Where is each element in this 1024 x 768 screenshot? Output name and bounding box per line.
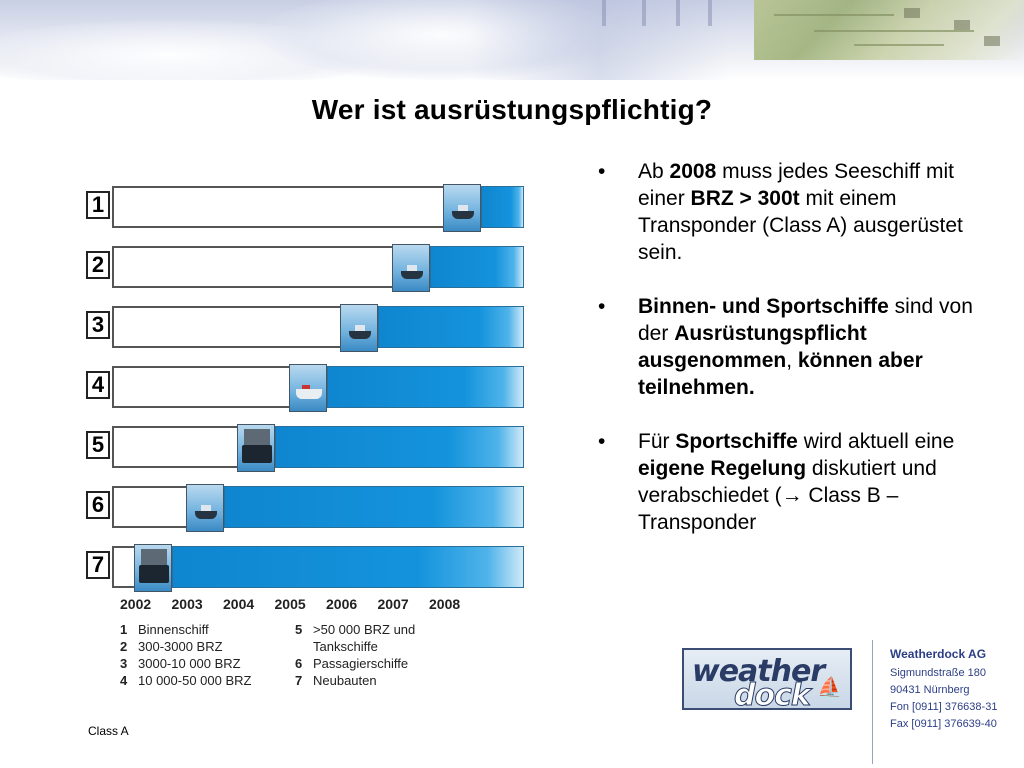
mandatory-period-bar — [172, 546, 524, 588]
legend-item: 3 3000-10 000 BRZ — [120, 656, 241, 671]
year-label: 2005 — [274, 596, 306, 612]
mandatory-period-bar — [326, 366, 524, 408]
passenger-ship-icon — [288, 364, 327, 412]
mandatory-period-bar — [429, 246, 524, 288]
legend-item: Tankschiffe — [313, 639, 378, 654]
timeline-row-1: 1 — [82, 180, 532, 232]
mandatory-period-bar — [275, 426, 524, 468]
year-label: 2007 — [377, 596, 409, 612]
row-number: 2 — [86, 251, 110, 279]
company-street: Sigmundstraße 180 — [890, 667, 986, 679]
row-number: 4 — [86, 371, 110, 399]
year-label: 2003 — [171, 596, 203, 612]
timeline-row-7: 7 — [82, 540, 532, 592]
timeline-row-5: 5 — [82, 420, 532, 472]
row-number: 6 — [86, 491, 110, 519]
company-info: Weatherdock AG Sigmundstraße 180 90431 N… — [890, 646, 1020, 733]
ship-icon — [185, 484, 224, 532]
company-fax: Fax [0911] 376639-40 — [890, 718, 997, 730]
legend-item: 5 >50 000 BRZ und — [295, 622, 416, 637]
arrow-right-icon: → — [781, 484, 803, 507]
bullet-list: • Ab 2008 muss jedes Seeschiff mit einer… — [598, 158, 983, 563]
timeline-row-4: 4 — [82, 360, 532, 412]
company-phone: Fon [0911] 376638-31 — [890, 701, 998, 713]
year-label: 2006 — [326, 596, 358, 612]
newbuild-ship-icon — [134, 544, 172, 592]
mandatory-period-bar — [481, 186, 524, 228]
bullet-item: • Ab 2008 muss jedes Seeschiff mit einer… — [598, 160, 963, 264]
year-label: 2004 — [223, 596, 255, 612]
row-number: 1 — [86, 191, 110, 219]
ship-icon — [391, 244, 430, 292]
ship-icon — [443, 184, 481, 232]
company-name: Weatherdock AG — [890, 647, 987, 661]
legend-item: 2 300-3000 BRZ — [120, 639, 223, 654]
footer-divider — [872, 640, 873, 764]
row-number: 3 — [86, 311, 110, 339]
ship-icon — [340, 304, 378, 352]
timeline-row-6: 6 — [82, 480, 532, 532]
legend-item: 7 Neubauten — [295, 673, 377, 688]
timeline-row-2: 2 — [82, 240, 532, 292]
mandatory-period-bar — [378, 306, 524, 348]
row-number: 5 — [86, 431, 110, 459]
sailboat-icon: ⛵ — [817, 677, 842, 699]
bullet-item: • Für Sportschiffe wird aktuell eine eig… — [598, 430, 955, 534]
equipment-timeline-figure: 1 2 3 4 5 6 7 2002 2003 2004 2005 2006 2007 2008 1 Bi… — [82, 180, 532, 690]
legend-item: 4 10 000-50 000 BRZ — [120, 673, 252, 688]
legend-item: 1 Binnenschiff — [120, 622, 209, 637]
mandatory-period-bar — [223, 486, 524, 528]
year-label: 2002 — [120, 596, 152, 612]
company-city: 90431 Nürnberg — [890, 684, 970, 696]
legend-item: 6 Passagierschiffe — [295, 656, 409, 671]
year-axis: 2002 2003 2004 2005 2006 2007 2008 — [120, 596, 532, 616]
header-banner — [0, 0, 1024, 80]
bullet-item: • Binnen- und Sportschiffe sind von der … — [598, 295, 973, 399]
row-number: 7 — [86, 551, 110, 579]
year-label: 2008 — [429, 596, 461, 612]
page-title: Wer ist ausrüstungspflichtig? — [311, 94, 713, 125]
tanker-icon — [237, 424, 275, 472]
timeline-row-3: 3 — [82, 300, 532, 352]
figure-caption: Class A — [88, 724, 129, 738]
weatherdock-logo: weather dock ⛵ — [682, 648, 852, 710]
